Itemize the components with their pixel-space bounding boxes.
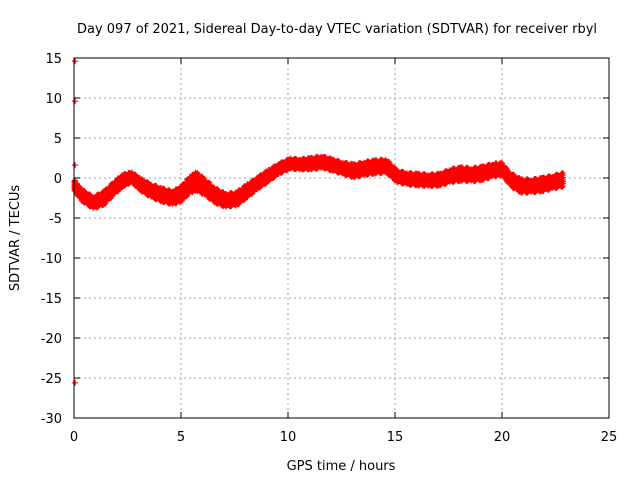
x-tick-label: 15 xyxy=(387,430,404,445)
data-band xyxy=(71,153,566,211)
x-tick-label: 5 xyxy=(177,430,185,445)
x-tick-label: 25 xyxy=(601,430,618,445)
y-tick-label: -5 xyxy=(49,212,62,227)
outlier-point xyxy=(72,98,79,105)
axis-ticks xyxy=(73,57,610,419)
outlier-point xyxy=(72,379,79,386)
x-tick-label: 10 xyxy=(280,430,297,445)
y-tick-label: 10 xyxy=(45,92,62,107)
sdtvar-band xyxy=(71,153,566,211)
y-tick-label: -10 xyxy=(41,252,62,267)
y-tick-label: -20 xyxy=(41,332,62,347)
outlier-point xyxy=(72,162,79,169)
outlier-point xyxy=(72,58,79,65)
y-tick-labels: -30 -25 -20 -15 -10 -5 0 5 10 15 xyxy=(41,52,62,427)
grid xyxy=(74,58,609,418)
y-axis-label: SDTVAR / TECUs xyxy=(8,185,23,292)
x-axis-label: GPS time / hours xyxy=(287,459,396,474)
x-tick-labels: 0 5 10 15 20 25 xyxy=(70,430,617,445)
y-tick-label: -30 xyxy=(41,412,62,427)
x-tick-label: 0 xyxy=(70,430,78,445)
y-tick-label: -25 xyxy=(41,372,62,387)
plot-frame xyxy=(73,57,610,419)
data-points xyxy=(72,58,79,386)
y-tick-label: 5 xyxy=(54,132,62,147)
x-tick-label: 20 xyxy=(494,430,511,445)
y-tick-label: -15 xyxy=(41,292,62,307)
chart-title: Day 097 of 2021, Sidereal Day-to-day VTE… xyxy=(77,22,597,37)
y-tick-label: 0 xyxy=(54,172,62,187)
y-tick-label: 15 xyxy=(45,52,62,67)
